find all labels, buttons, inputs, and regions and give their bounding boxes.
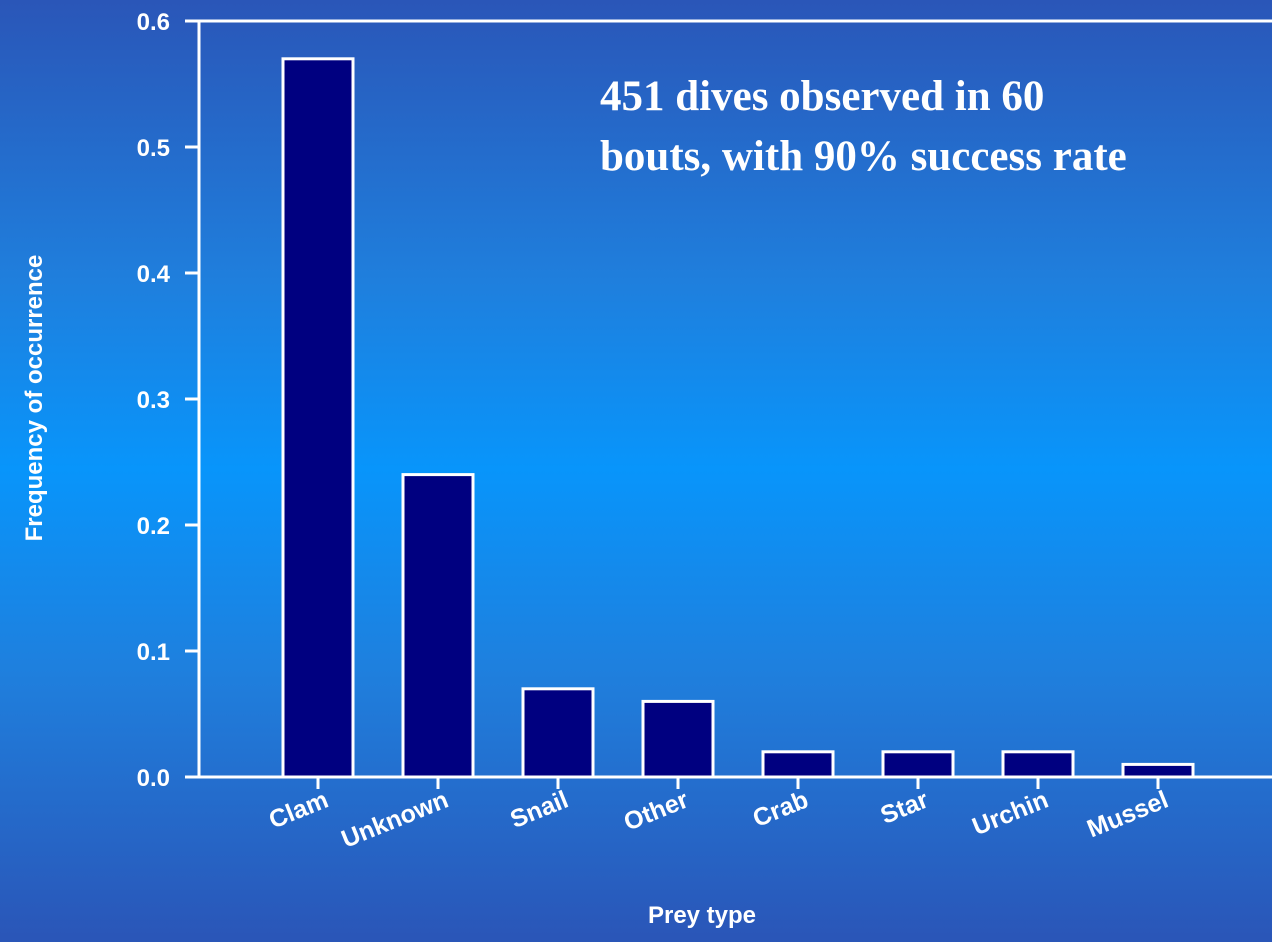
category-label-other: Other bbox=[620, 786, 693, 837]
bar-other bbox=[641, 699, 715, 779]
text-layer: Frequency of occurrence Prey type 451 di… bbox=[21, 73, 1127, 929]
bar-snail bbox=[521, 687, 595, 779]
y-axis-title: Frequency of occurrence bbox=[21, 255, 48, 542]
category-label-urchin: Urchin bbox=[968, 786, 1052, 842]
category-labels-layer: Clam Unknown Snail Other Crab Star Urchin Musse… bbox=[265, 786, 1172, 854]
x-axis-title: Prey type bbox=[648, 902, 756, 929]
bar-crab bbox=[761, 750, 835, 779]
category-label-mussel: Mussel bbox=[1083, 786, 1172, 844]
annotation-line-2: bouts, with 90% success rate bbox=[600, 133, 1127, 180]
category-label-crab: Crab bbox=[749, 786, 812, 833]
bar-clam bbox=[281, 57, 355, 779]
bar-urchin bbox=[1001, 750, 1075, 779]
category-label-snail: Snail bbox=[506, 786, 572, 834]
ticks-layer: 0.0 0.1 0.2 0.3 0.4 0.5 0.6 bbox=[137, 9, 1160, 792]
category-label-clam: Clam bbox=[265, 786, 332, 835]
y-tick-label: 0.4 bbox=[137, 261, 171, 288]
y-tick-label: 0.6 bbox=[137, 9, 170, 36]
category-label-unknown: Unknown bbox=[337, 786, 452, 854]
bar-mussel bbox=[1121, 762, 1195, 779]
bars-layer bbox=[281, 57, 1195, 779]
y-tick-label: 0.1 bbox=[137, 639, 170, 666]
category-label-star: Star bbox=[877, 786, 933, 830]
bar-star bbox=[881, 750, 955, 779]
y-tick-label: 0.5 bbox=[137, 135, 170, 162]
y-tick-label: 0.3 bbox=[137, 387, 170, 414]
bar-unknown bbox=[401, 473, 475, 779]
annotation-line-1: 451 dives observed in 60 bbox=[600, 73, 1044, 120]
y-tick-label: 0.2 bbox=[137, 513, 170, 540]
y-tick-label: 0.0 bbox=[137, 765, 170, 792]
